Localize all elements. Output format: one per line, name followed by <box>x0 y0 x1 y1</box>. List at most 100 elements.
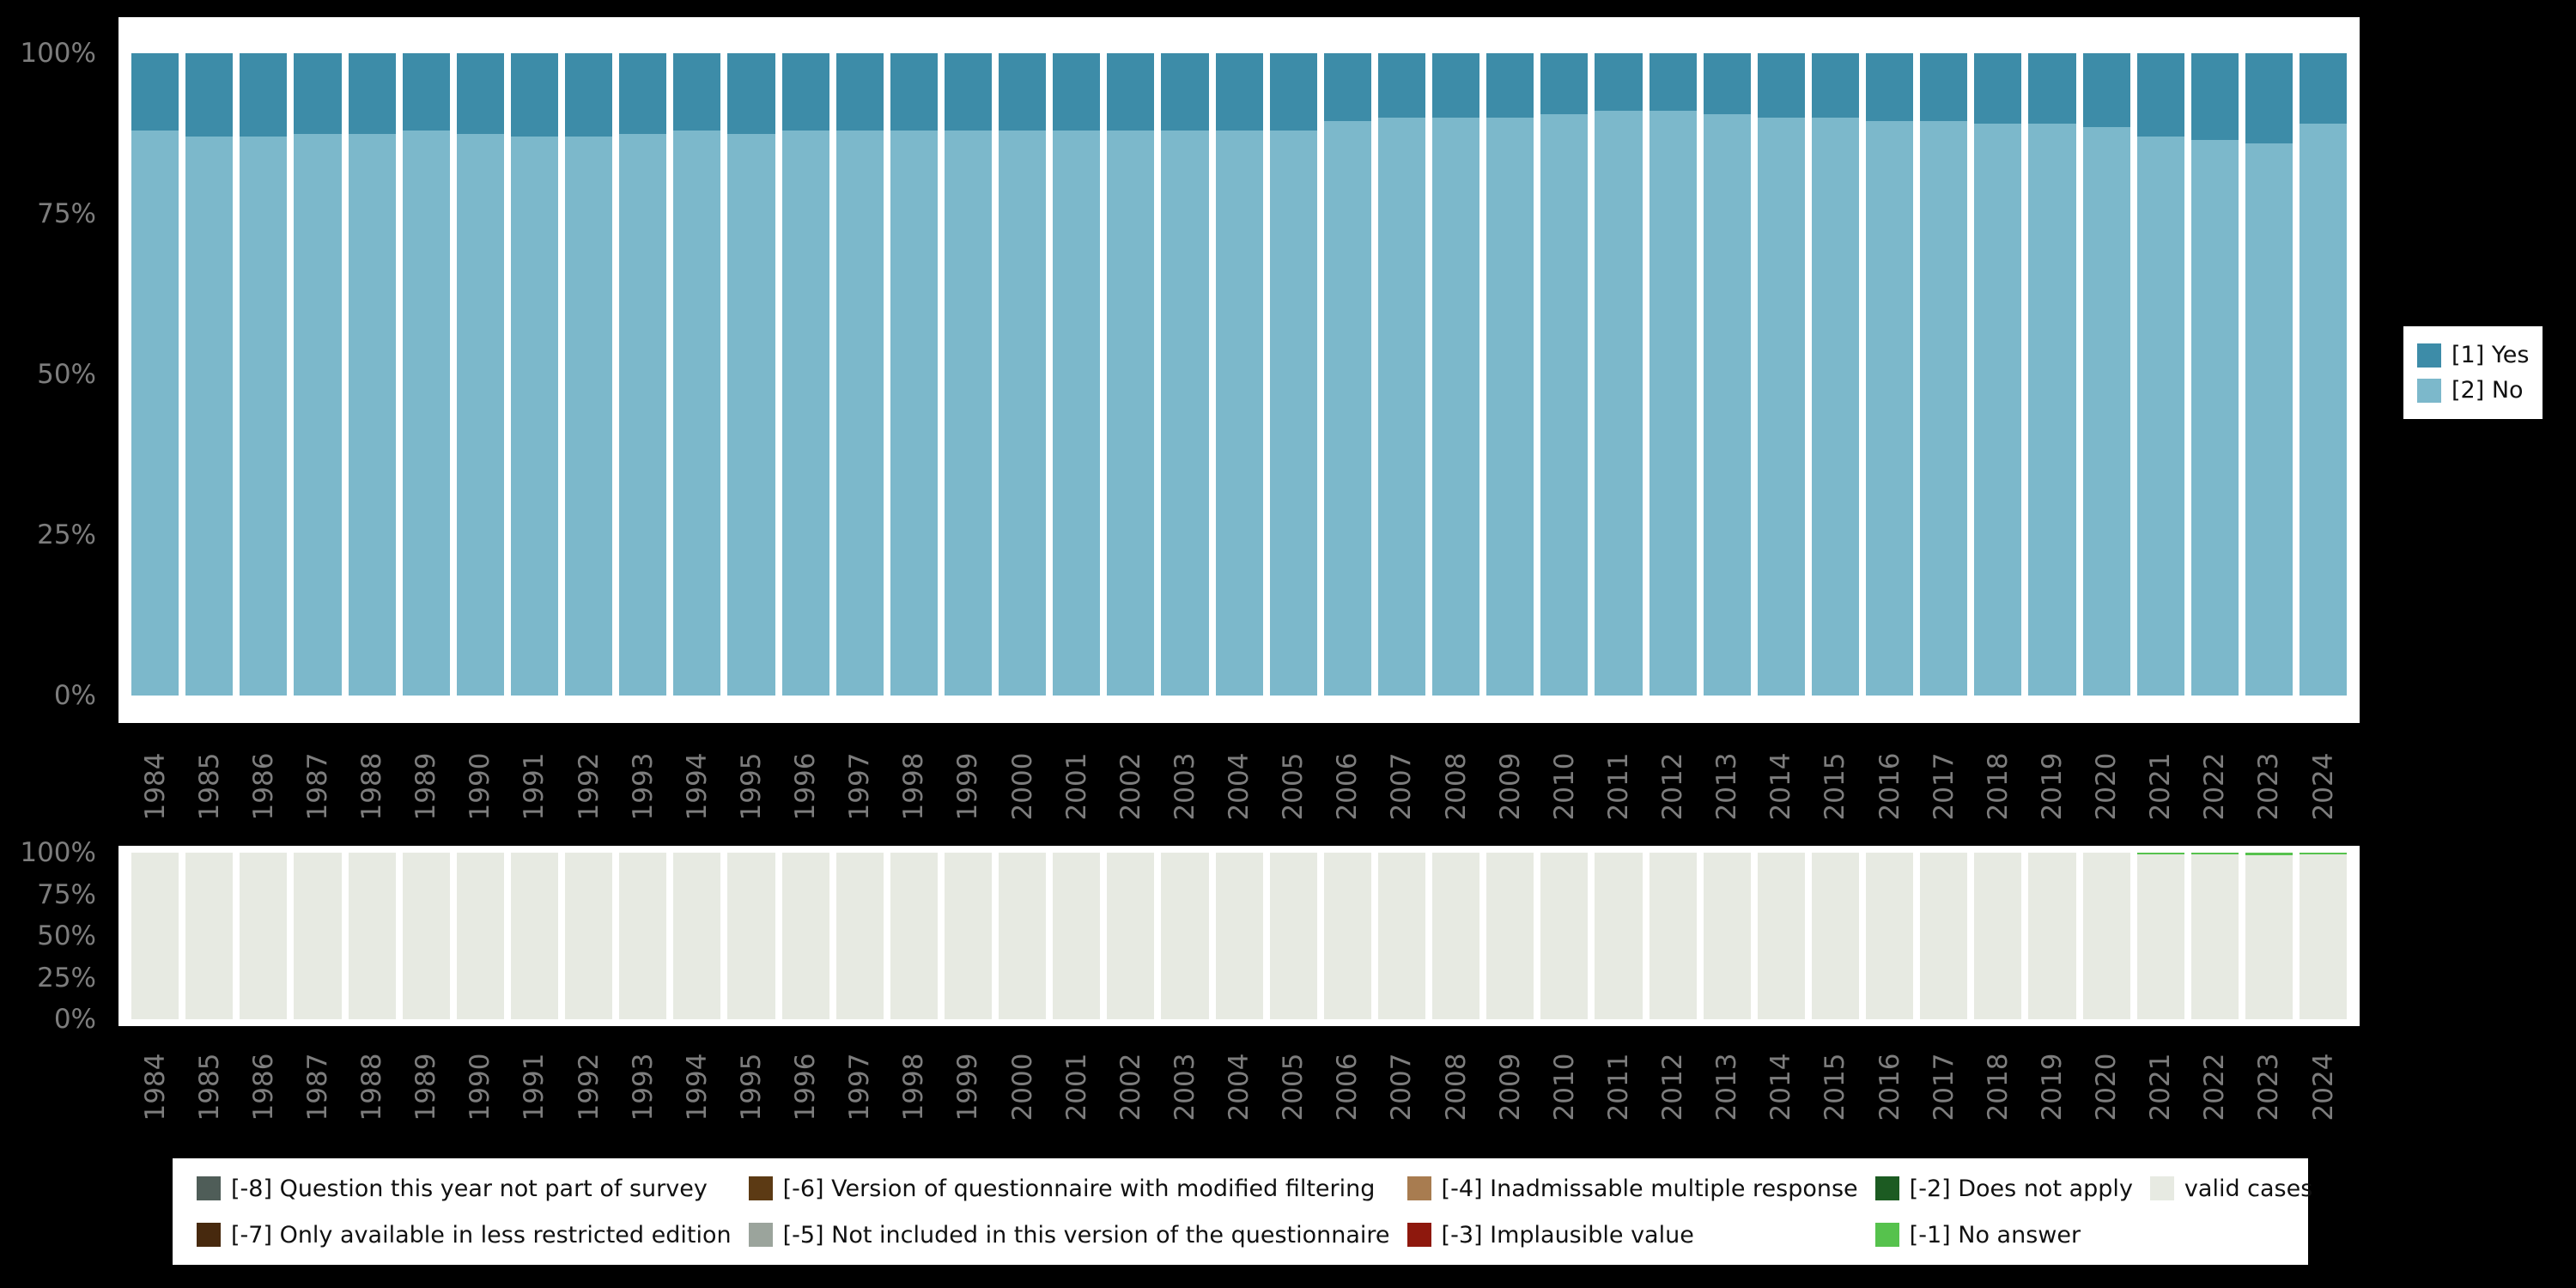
bar-segment <box>1920 853 1968 1019</box>
missing-values-legend: [-8] Question this year not part of surv… <box>173 1158 2312 1265</box>
bar-segment <box>565 137 613 696</box>
x-tick: 2011 <box>1591 1032 1645 1142</box>
x-tick: 2006 <box>1321 732 1375 841</box>
bar-2006 <box>1321 53 1375 696</box>
bar-segment <box>1432 53 1480 118</box>
bar-2000 <box>995 53 1049 696</box>
bar-segment <box>2190 854 2239 1019</box>
bar-segment <box>1974 53 2022 125</box>
bar-1992 <box>562 53 616 696</box>
bar-segment <box>2082 127 2130 696</box>
bar-segment <box>1215 53 1263 131</box>
x-tick: 1986 <box>236 1032 290 1142</box>
bar-1984 <box>128 53 182 696</box>
x-tick-label: 2016 <box>1874 1053 1905 1121</box>
x-tick-label: 2016 <box>1874 752 1905 821</box>
bar-segment <box>1323 853 1371 1019</box>
y-tick-label: 50% <box>37 359 96 390</box>
bar-1999 <box>941 853 995 1019</box>
bar-segment <box>619 133 667 696</box>
x-tick-label: 2001 <box>1060 1053 1092 1121</box>
bar-1985 <box>182 53 236 696</box>
x-tick: 2019 <box>2025 732 2079 841</box>
legend-swatch-icon <box>1406 1176 1431 1200</box>
bar-segment <box>294 133 342 696</box>
x-tick: 2008 <box>1429 1032 1483 1142</box>
bar-segment <box>1432 117 1480 696</box>
bar-segment <box>2190 853 2239 854</box>
legend-item: [2] No <box>2417 377 2529 404</box>
missing-values-y-axis: 0% 25% 50% 75% 100% <box>0 837 108 1035</box>
bar-segment <box>1540 53 1589 115</box>
legend-swatch-icon <box>2149 1176 2174 1200</box>
response-trend-panel <box>118 17 2360 723</box>
bar-2015 <box>1808 853 1862 1019</box>
bar-segment <box>131 130 179 696</box>
x-tick-label: 2019 <box>2036 1053 2068 1121</box>
bar-segment <box>835 53 884 131</box>
bar-segment <box>2245 854 2293 1019</box>
x-tick: 2018 <box>1971 1032 2025 1142</box>
bar-segment <box>456 133 504 696</box>
bar-segment <box>781 853 829 1019</box>
bar-1997 <box>833 53 887 696</box>
x-tick: 1992 <box>562 732 616 841</box>
bar-segment <box>1540 853 1589 1019</box>
x-tick-label: 1987 <box>301 752 333 821</box>
x-tick: 2024 <box>2296 732 2350 841</box>
bar-segment <box>2136 853 2184 854</box>
legend-item: [-3] Implausible value <box>1406 1221 1858 1249</box>
legend-item: [-8] Question this year not part of surv… <box>197 1176 732 1202</box>
bar-segment <box>1323 53 1371 121</box>
bar-segment <box>1866 120 1914 696</box>
x-tick: 2024 <box>2296 1032 2350 1142</box>
bar-segment <box>1215 853 1263 1019</box>
x-tick: 2000 <box>995 732 1049 841</box>
x-tick: 1989 <box>399 1032 453 1142</box>
bar-segment <box>1269 53 1317 131</box>
bar-segment <box>999 853 1047 1019</box>
bar-segment <box>1269 853 1317 1019</box>
bar-segment <box>999 130 1047 696</box>
legend-item: [-4] Inadmissable multiple response <box>1406 1176 1858 1202</box>
bar-segment <box>1215 130 1263 696</box>
x-tick: 1985 <box>182 732 236 841</box>
x-tick: 2022 <box>2188 1032 2242 1142</box>
legend-label: [-5] Not included in this version of the… <box>782 1221 1390 1249</box>
legend-label: [-6] Version of questionnaire with modif… <box>782 1175 1376 1202</box>
bar-2011 <box>1591 853 1645 1019</box>
bar-1995 <box>724 53 778 696</box>
legend-swatch-icon <box>197 1223 221 1247</box>
bar-2012 <box>1646 53 1700 696</box>
response-trend-x-axis: 1984 1985 1986 1987 1988 1989 1990 1991 1992 1993… <box>128 732 2350 841</box>
legend-label: [-2] Does not apply <box>1909 1175 2133 1202</box>
bar-segment <box>890 130 938 696</box>
x-tick: 1993 <box>616 1032 670 1142</box>
response-trend-plot-area <box>128 53 2350 696</box>
x-tick-label: 2018 <box>1982 1053 2014 1121</box>
bar-segment <box>402 130 450 696</box>
x-tick: 2015 <box>1808 732 1862 841</box>
x-tick: 2002 <box>1103 1032 1157 1142</box>
x-tick: 2010 <box>1537 1032 1591 1142</box>
x-tick-label: 1991 <box>519 1053 550 1121</box>
legend-label: [-3] Implausible value <box>1441 1221 1694 1249</box>
bar-1991 <box>507 53 562 696</box>
legend-item: [-1] No answer <box>1874 1222 2133 1249</box>
x-tick: 2016 <box>1862 1032 1917 1142</box>
bar-segment <box>2245 143 2293 696</box>
x-tick: 1991 <box>507 1032 562 1142</box>
x-tick-label: 2000 <box>1006 1053 1038 1121</box>
bar-segment <box>890 853 938 1019</box>
bar-segment <box>1974 124 2022 696</box>
x-tick-label: 1987 <box>301 1053 333 1121</box>
bar-segment <box>1649 111 1697 696</box>
x-tick: 2004 <box>1212 732 1267 841</box>
bar-segment <box>1757 853 1805 1019</box>
missing-values-x-axis: 1984 1985 1986 1987 1988 1989 1990 1991 1992 1993… <box>128 1032 2350 1142</box>
x-tick-label: 2014 <box>1765 752 1797 821</box>
x-tick-label: 2010 <box>1548 1053 1580 1121</box>
bar-segment <box>1649 53 1697 112</box>
bar-segment <box>727 133 775 696</box>
x-tick: 1998 <box>887 1032 941 1142</box>
